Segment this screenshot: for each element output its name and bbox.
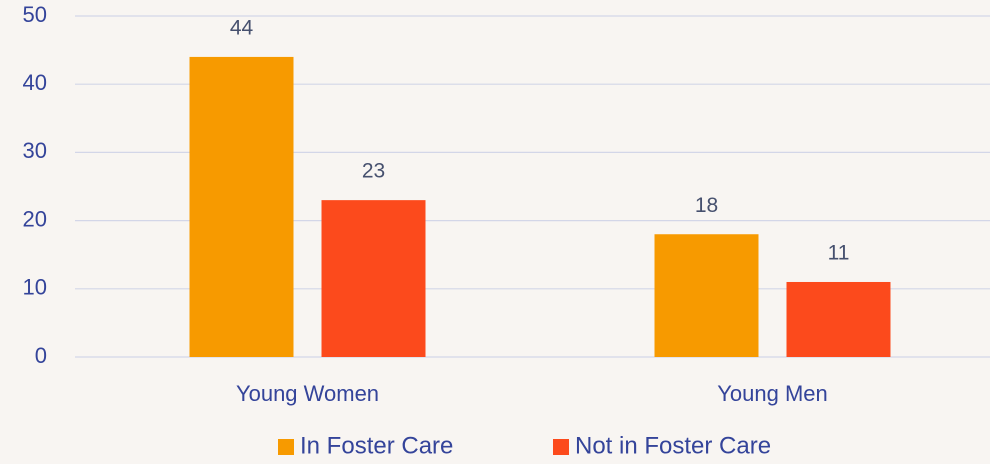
legend-swatch [278, 439, 294, 455]
bar [189, 56, 294, 358]
legend-label: In Foster Care [300, 432, 453, 459]
bar [786, 281, 891, 357]
data-label: 18 [695, 194, 718, 217]
data-label: 23 [362, 160, 385, 183]
y-tick-label: 30 [23, 138, 47, 163]
bar [654, 234, 759, 357]
legend-swatch [553, 439, 569, 455]
y-tick-label: 50 [23, 2, 47, 27]
data-label: 11 [828, 242, 850, 265]
legend-label: Not in Foster Care [575, 432, 771, 459]
x-tick-label: Young Men [717, 381, 828, 406]
y-tick-label: 10 [23, 275, 47, 300]
y-tick-label: 0 [35, 343, 47, 368]
data-label: 44 [230, 16, 254, 39]
bar [321, 200, 426, 357]
x-tick-label: Young Women [236, 381, 379, 406]
y-tick-label: 40 [23, 70, 47, 95]
y-tick-label: 20 [23, 206, 47, 231]
